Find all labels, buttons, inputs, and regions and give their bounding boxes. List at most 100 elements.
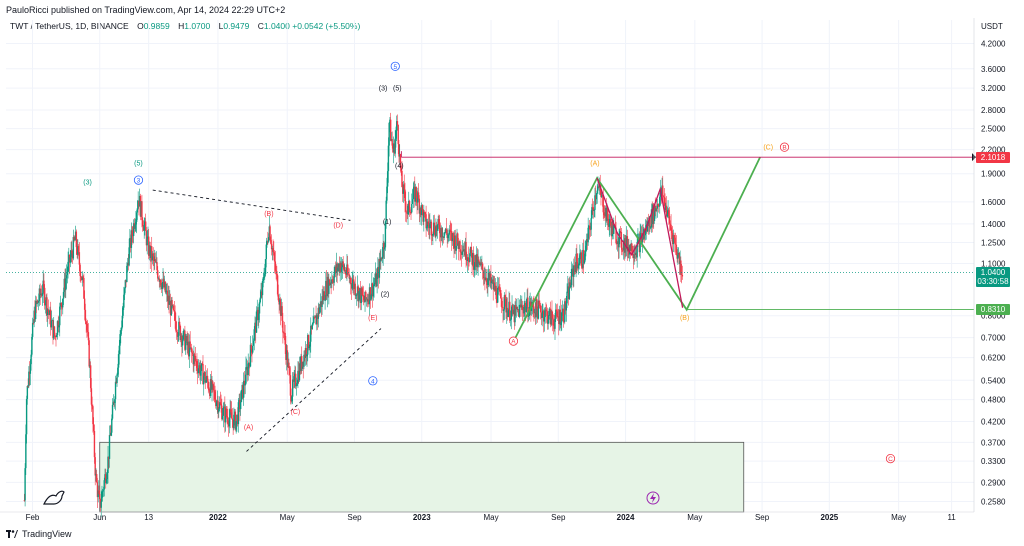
candle-body <box>432 233 434 236</box>
candle-body <box>193 354 196 356</box>
wave-label: (5) <box>134 160 143 167</box>
candle-body <box>301 361 304 369</box>
triangle-lower-dashed <box>246 328 382 452</box>
lightning-icon[interactable] <box>646 491 660 505</box>
candle-body <box>347 264 349 274</box>
candle-body <box>671 233 674 245</box>
candle-body <box>464 241 466 256</box>
candle-body <box>362 295 365 301</box>
candle-body <box>191 352 194 355</box>
candle-body <box>592 207 595 212</box>
wave-label-circle <box>368 376 378 386</box>
wave-label: (A) <box>590 160 599 167</box>
candle-body <box>641 234 644 243</box>
candle-body <box>395 130 397 139</box>
candle-body <box>669 223 672 225</box>
candle-body <box>120 327 123 331</box>
candle-body <box>484 277 487 281</box>
candle-body <box>434 232 436 237</box>
candle-body <box>59 306 61 326</box>
candle-body <box>609 218 611 224</box>
candle-body <box>206 375 209 382</box>
candle-body <box>389 119 392 141</box>
candle-body <box>299 363 301 372</box>
candle-body <box>573 265 576 267</box>
candle-body <box>616 243 618 245</box>
candle-body <box>671 230 673 234</box>
candle-body <box>83 298 86 310</box>
candle-body <box>521 305 524 311</box>
candle-body <box>218 402 221 409</box>
candle-body <box>129 237 132 248</box>
candle-body <box>131 230 133 236</box>
candle-body <box>475 254 478 267</box>
candle-body <box>581 265 583 268</box>
candle-body <box>197 367 199 374</box>
candle-body <box>529 301 531 307</box>
candle-body <box>223 406 225 408</box>
candle-body <box>75 231 78 248</box>
candle-body <box>151 246 153 261</box>
candle-body <box>252 345 254 353</box>
wave-label: 3 <box>137 178 141 185</box>
y-tick-label: 1.2500 <box>981 238 1006 247</box>
candle-body <box>247 363 249 376</box>
candle-body <box>353 279 355 289</box>
candle-body <box>444 232 446 233</box>
candle-body <box>323 291 326 301</box>
wave-label: B <box>782 145 786 152</box>
candle-body <box>160 285 163 290</box>
candle-body <box>246 366 249 376</box>
candle-body <box>530 307 533 311</box>
candle-body <box>429 221 432 224</box>
candle-body <box>398 144 400 157</box>
candle-body <box>328 279 331 286</box>
candle-body <box>475 255 477 267</box>
candle-body <box>76 247 78 255</box>
wave-label: (B) <box>680 315 689 322</box>
candle-body <box>536 308 539 319</box>
candle-body <box>264 259 267 274</box>
candle-body <box>487 272 490 278</box>
candle-body <box>320 301 323 307</box>
y-tick-label: 2.5000 <box>981 125 1006 134</box>
wave-label: (2) <box>381 291 390 298</box>
footer-brand[interactable]: TradingView <box>22 529 72 539</box>
candle-body <box>163 278 165 288</box>
candle-body <box>231 418 234 420</box>
candle-body <box>293 376 295 382</box>
candle-body <box>619 231 621 234</box>
candle-body <box>526 297 528 307</box>
candle-body <box>570 268 573 286</box>
candle-body <box>429 223 431 229</box>
candle-body <box>565 303 568 311</box>
candle-body <box>601 194 603 198</box>
candle-body <box>673 234 675 238</box>
candle-body <box>321 296 323 307</box>
candle-body <box>558 316 560 325</box>
candle-body <box>288 362 290 369</box>
candle-body <box>148 245 151 256</box>
candle-body <box>269 226 271 241</box>
candle-body <box>98 490 100 494</box>
candle-body <box>585 245 587 251</box>
candle-body <box>449 229 451 232</box>
candle-body <box>298 363 301 381</box>
candle-body <box>48 312 50 315</box>
candle-body <box>397 125 399 145</box>
candle-body <box>557 316 559 318</box>
candle-body <box>84 309 87 322</box>
candle-body <box>209 379 212 397</box>
candle-body <box>621 247 623 250</box>
candle-body <box>357 286 359 302</box>
candle-body <box>282 332 285 334</box>
candle-body <box>171 300 173 306</box>
candle-body <box>267 237 270 242</box>
y-tick-label: 2.8000 <box>981 106 1006 115</box>
symbol-name[interactable]: TWT / TetherUS, 1D, BINANCE <box>10 21 129 31</box>
candle-body <box>103 480 105 490</box>
candle-body <box>255 311 258 333</box>
candle-body <box>218 408 220 413</box>
candle-body <box>442 236 445 238</box>
